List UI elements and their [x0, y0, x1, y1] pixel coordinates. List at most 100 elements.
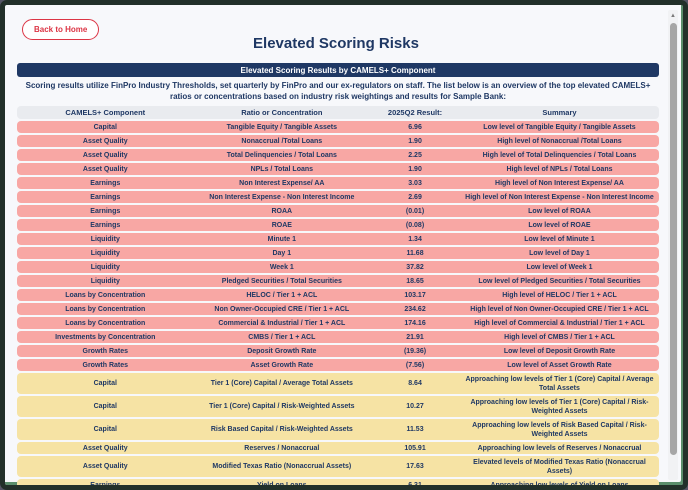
summary-cell: Low level of Asset Growth Rate [507, 361, 612, 369]
result-cell: 37.82 [406, 263, 424, 271]
result-cell: (7.56) [405, 361, 425, 369]
result-cell: 105.91 [404, 444, 426, 452]
table-row: Asset Quality Reserves / Nonaccrual 105.… [17, 442, 659, 454]
summary-cell: High level of Non Owner-Occupied CRE / T… [470, 305, 649, 313]
result-cell: 103.17 [404, 291, 426, 299]
result-cell: 17.63 [406, 463, 424, 470]
table-row: Loans by Concentration HELOC / Tier 1 + … [17, 289, 659, 301]
component-cell: Liquidity [90, 249, 120, 257]
component-cell: Loans by Concentration [65, 305, 146, 313]
summary-cell: High level of Non Interest Expense/ AA [495, 179, 624, 187]
summary-cell: Low level of ROAA [528, 207, 591, 215]
ratio-cell: Commercial & Industrial / Tier 1 + ACL [218, 319, 346, 327]
ratio-cell: Tier 1 (Core) Capital / Average Total As… [210, 380, 353, 387]
component-cell: Loans by Concentration [65, 319, 146, 327]
column-header-result: 2025Q2 Result: [387, 108, 443, 117]
result-cell: 1.90 [408, 137, 422, 145]
scrollbar-thumb[interactable] [669, 23, 677, 455]
ratio-cell: Total Delinquencies / Total Loans [226, 151, 337, 159]
result-cell: 11.53 [406, 426, 424, 433]
summary-cell: High level of NPLs / Total Loans [506, 165, 613, 173]
risk-table-body: Capital Tangible Equity / Tangible Asset… [17, 121, 659, 489]
column-header-ratio: Ratio or Concentration [241, 108, 323, 117]
result-cell: 6.31 [408, 481, 422, 489]
summary-cell: High level of Commercial & Industrial / … [474, 319, 645, 327]
ratio-cell: Day 1 [272, 249, 292, 257]
summary-cell: Low level of Day 1 [529, 249, 590, 257]
result-cell: 10.27 [406, 403, 424, 410]
summary-cell: Approaching low levels of Reserves / Non… [477, 444, 642, 452]
summary-cell: Approaching low levels of Tier 1 (Core) … [470, 398, 649, 415]
summary-cell: Low level of Deposit Growth Rate [503, 347, 616, 355]
table-row: Capital Tangible Equity / Tangible Asset… [17, 121, 659, 133]
component-cell: Liquidity [90, 235, 120, 243]
ratio-cell: Asset Growth Rate [250, 361, 314, 369]
table-row: Earnings ROAE (0.08) Low level of ROAE [17, 219, 659, 231]
summary-cell: Low level of Minute 1 [524, 235, 595, 243]
result-cell: (19.36) [403, 347, 427, 355]
component-cell: Capital [93, 123, 117, 131]
intro-paragraph: Scoring results utilize FinPro Industry … [25, 81, 651, 101]
summary-cell: Approaching low levels of Tier 1 (Core) … [465, 375, 654, 392]
table-row: Capital Risk Based Capital / Risk-Weight… [17, 419, 659, 440]
result-cell: (0.08) [405, 221, 425, 229]
component-cell: Asset Quality [82, 463, 128, 470]
result-cell: 8.64 [408, 380, 422, 387]
result-cell: 1.34 [408, 235, 422, 243]
ratio-cell: Pledged Securities / Total Securities [221, 277, 342, 285]
section-banner: Elevated Scoring Results by CAMELS+ Comp… [17, 63, 659, 77]
table-row: Earnings Non Interest Expense/ AA 3.03 H… [17, 177, 659, 189]
result-cell: 1.90 [408, 165, 422, 173]
result-cell: 11.68 [406, 249, 424, 257]
component-cell: Loans by Concentration [65, 291, 146, 299]
ratio-cell: Reserves / Nonaccrual [244, 444, 320, 452]
component-cell: Earnings [90, 221, 121, 229]
table-row: Loans by Concentration Non Owner-Occupie… [17, 303, 659, 315]
component-cell: Earnings [90, 179, 121, 187]
component-cell: Earnings [90, 481, 121, 489]
summary-cell: Approaching low levels of Risk Based Cap… [472, 421, 647, 438]
component-cell: Asset Quality [82, 151, 128, 159]
table-row: Liquidity Pledged Securities / Total Sec… [17, 275, 659, 287]
component-cell: Growth Rates [82, 347, 129, 355]
ratio-cell: Tangible Equity / Tangible Assets [226, 123, 337, 131]
summary-cell: Low level of Tangible Equity / Tangible … [483, 123, 636, 131]
component-cell: Liquidity [90, 263, 120, 271]
ratio-cell: Non Owner-Occupied CRE / Tier 1 + ACL [214, 305, 350, 313]
result-cell: 3.03 [408, 179, 422, 187]
summary-cell: High level of Nonaccrual /Total Loans [497, 137, 622, 145]
component-cell: Earnings [90, 193, 121, 201]
table-row: Liquidity Week 1 37.82 Low level of Week… [17, 261, 659, 273]
ratio-cell: Modified Texas Ratio (Nonaccrual Assets) [212, 463, 352, 470]
table-row: Liquidity Day 1 11.68 Low level of Day 1 [17, 247, 659, 259]
result-cell: (0.01) [405, 207, 425, 215]
table-row: Earnings Non Interest Expense - Non Inte… [17, 191, 659, 203]
component-cell: Asset Quality [82, 137, 128, 145]
back-to-home-button[interactable]: Back to Home [22, 19, 100, 40]
table-row: Earnings ROAA (0.01) Low level of ROAA [17, 205, 659, 217]
table-row: Liquidity Minute 1 1.34 Low level of Min… [17, 233, 659, 245]
vertical-scrollbar[interactable]: ▲ [668, 10, 678, 480]
ratio-cell: Nonaccrual /Total Loans [241, 137, 323, 145]
result-cell: 2.25 [408, 151, 422, 159]
table-row: Asset Quality Modified Texas Ratio (Nona… [17, 456, 659, 477]
summary-cell: High level of HELOC / Tier 1 + ACL [502, 291, 617, 299]
page-content: Back to Home Elevated Scoring Risks Elev… [5, 5, 667, 485]
summary-cell: Approaching low levels of Yield on Loans [490, 481, 629, 489]
ratio-cell: Deposit Growth Rate [247, 347, 317, 355]
ratio-cell: Minute 1 [267, 235, 297, 243]
table-row: Growth Rates Deposit Growth Rate (19.36)… [17, 345, 659, 357]
section-banner-text: Elevated Scoring Results by CAMELS+ Comp… [240, 65, 436, 75]
result-cell: 174.16 [404, 319, 426, 327]
table-row: Loans by Concentration Commercial & Indu… [17, 317, 659, 329]
table-header-row: CAMELS+ Component Ratio or Concentration… [17, 106, 659, 119]
scrollbar-up-arrow-icon[interactable]: ▲ [670, 13, 676, 19]
component-cell: Capital [93, 380, 117, 387]
table-row: Asset Quality Nonaccrual /Total Loans 1.… [17, 135, 659, 147]
result-cell: 21.91 [406, 333, 424, 341]
ratio-cell: Non Interest Expense - Non Interest Inco… [209, 193, 355, 201]
ratio-cell: HELOC / Tier 1 + ACL [246, 291, 318, 299]
result-cell: 18.65 [406, 277, 424, 285]
component-cell: Asset Quality [82, 444, 128, 452]
